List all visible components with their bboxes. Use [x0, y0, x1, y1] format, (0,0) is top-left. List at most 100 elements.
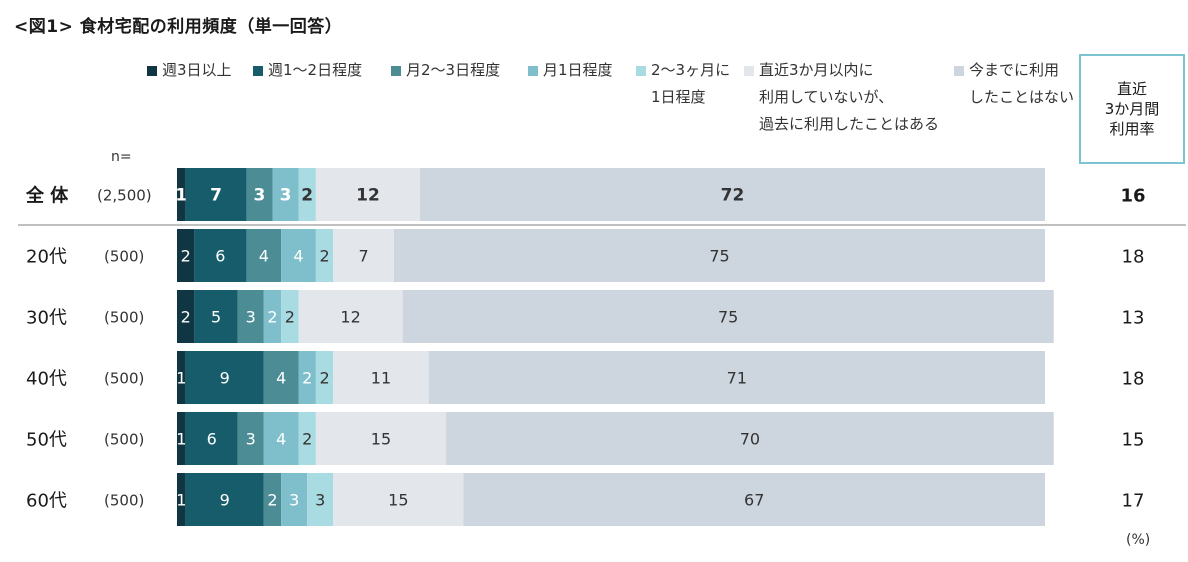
data-label: 4 [276, 369, 286, 388]
data-label: 2 [267, 308, 277, 327]
n-value-label: (500) [104, 370, 144, 388]
category-label: 50代 [26, 430, 67, 451]
usage-rate-value: 16 [1120, 186, 1145, 207]
legend-label: 月1日程度 [543, 61, 613, 79]
data-label: 6 [207, 430, 217, 449]
n-value-label: (500) [104, 492, 144, 510]
usage-rate-value: 18 [1122, 247, 1145, 268]
bar-segment [177, 168, 186, 221]
data-label: 67 [744, 491, 764, 510]
bar-segment [177, 229, 195, 282]
bar-segment [446, 412, 1054, 465]
usage-rate-value: 18 [1122, 369, 1145, 390]
legend-label: 直近3か月以内に 利用していないが、 過去に利用したことはある [759, 61, 940, 133]
n-value-label: (500) [104, 309, 144, 327]
bar-segment [177, 290, 195, 343]
bar-segment [281, 290, 299, 343]
n-value-label: (500) [104, 431, 144, 449]
bar-segment [281, 473, 308, 526]
data-label: 3 [280, 186, 292, 206]
legend-label: 月2～3日程度 [406, 61, 501, 79]
data-label: 6 [215, 247, 225, 266]
legend-label: 2～3ヶ月に 1日程度 [651, 61, 731, 106]
bar-segment [315, 412, 447, 465]
data-label: 4 [276, 430, 286, 449]
category-label: 全 体 [25, 185, 69, 207]
bar-segment [315, 351, 334, 404]
usage-rate-value: 17 [1122, 491, 1145, 512]
bar-segment [463, 473, 1045, 526]
data-label: 75 [718, 308, 738, 327]
data-label: 15 [388, 491, 408, 510]
data-label: 2 [302, 430, 312, 449]
bar-segment [263, 412, 299, 465]
bar-segment [298, 168, 316, 221]
bar-segment [307, 473, 334, 526]
legend-swatch [636, 66, 646, 76]
bar-segment [272, 168, 299, 221]
bar-segment [298, 412, 316, 465]
bar-segment [185, 351, 264, 404]
n-value-label: (2,500) [97, 187, 152, 205]
bar-segment [428, 351, 1046, 404]
usage-rate-value: 15 [1122, 430, 1145, 451]
bar-segment [263, 351, 299, 404]
data-label: 3 [289, 491, 299, 510]
legend-swatch [391, 66, 401, 76]
data-label: 2 [181, 247, 191, 266]
data-label: 1 [176, 369, 186, 388]
bar-segment [298, 351, 316, 404]
data-label: 3 [246, 308, 256, 327]
chart-title: <図1> 食材宅配の利用頻度（単一回答） [14, 17, 343, 37]
n-value-label: (500) [104, 248, 144, 266]
bar-segment [333, 351, 429, 404]
data-label: 3 [246, 430, 256, 449]
bar-segment [194, 229, 247, 282]
data-label: 70 [740, 430, 760, 449]
bar-segment [185, 168, 247, 221]
legend-label: 今までに利用 したことはない [969, 61, 1075, 106]
data-label: 9 [220, 491, 230, 510]
bar-segment [263, 290, 282, 343]
data-label: 2 [319, 369, 329, 388]
data-label: 7 [359, 247, 369, 266]
bar-segment [246, 229, 282, 282]
bar-segment [185, 412, 238, 465]
data-label: 2 [301, 186, 313, 206]
category-label: 30代 [26, 308, 67, 329]
bar-segment [298, 290, 403, 343]
data-label: 2 [285, 308, 295, 327]
bar-segment [237, 290, 264, 343]
bar-segment [194, 290, 238, 343]
category-label: 60代 [26, 491, 67, 512]
bar-segment [394, 229, 1045, 282]
unit-label: (%) [1126, 532, 1151, 548]
bar-segment [177, 412, 186, 465]
bar-segment [177, 351, 186, 404]
data-label: 71 [727, 369, 747, 388]
legend-swatch [954, 66, 964, 76]
legend-swatch [147, 66, 157, 76]
legend-swatch [744, 66, 754, 76]
data-label: 75 [709, 247, 729, 266]
bar-segment [420, 168, 1045, 221]
legend-label: 週3日以上 [162, 61, 232, 79]
bar-segment [177, 473, 186, 526]
data-label: 11 [371, 369, 391, 388]
usage-rate-header: 直近 3か月間 利用率 [1079, 54, 1185, 164]
category-label: 20代 [26, 247, 67, 268]
n-label: n= [111, 149, 132, 165]
data-label: 1 [176, 430, 186, 449]
legend-swatch [528, 66, 538, 76]
data-label: 12 [356, 186, 380, 206]
data-label: 9 [220, 369, 230, 388]
bar-segment [402, 290, 1054, 343]
bar-segment [263, 473, 282, 526]
data-label: 3 [254, 186, 266, 206]
data-label: 3 [315, 491, 325, 510]
bar-segment [315, 229, 334, 282]
legend-label: 週1～2日程度 [268, 61, 363, 79]
data-label: 7 [210, 186, 222, 206]
bar-segment [237, 412, 264, 465]
